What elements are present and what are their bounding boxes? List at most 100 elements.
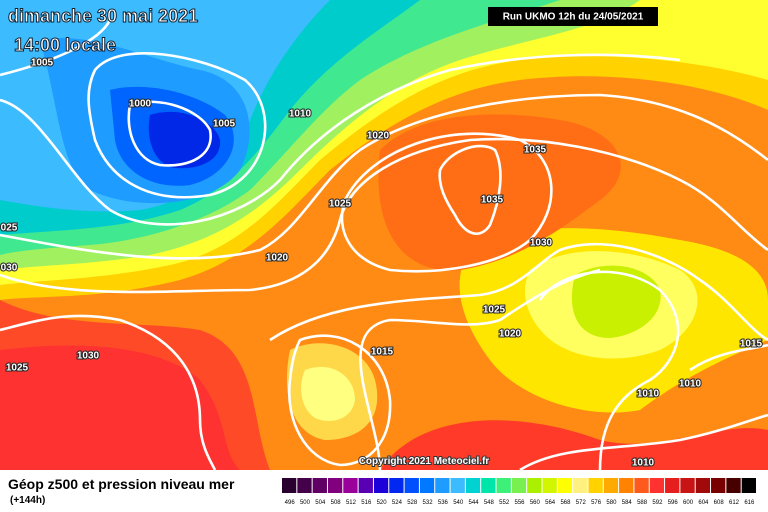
isobar-label: 1010: [632, 458, 655, 469]
colorbar-swatch: [450, 478, 465, 493]
colorbar-swatch: [435, 478, 450, 493]
isobar-label: 1005: [31, 58, 54, 69]
copyright: Copyright 2021 Meteociel.fr: [359, 456, 490, 467]
colorbar-swatch: [312, 478, 327, 493]
colorbar-label: 528: [407, 500, 418, 506]
colorbar-swatch: [603, 478, 619, 493]
colorbar-swatch: [465, 478, 481, 493]
colorbar-swatch: [297, 478, 312, 493]
colorbar-swatch: [373, 478, 389, 493]
colorbar-swatch: [649, 478, 665, 493]
field-shading: [0, 0, 768, 470]
colorbar-label: 568: [560, 500, 571, 506]
map-time: 14:00 locale: [14, 35, 116, 55]
colorbar-label: 532: [423, 500, 434, 506]
isobar: [359, 268, 601, 471]
shade: [301, 366, 355, 421]
isobar-label: 1010: [289, 109, 312, 120]
isobar-label: 1015: [371, 347, 394, 358]
isobar-label: 1025: [483, 305, 506, 316]
isobar-label: 1035: [481, 195, 504, 206]
isobar: [0, 137, 768, 294]
colorbar-swatch: [680, 478, 695, 493]
footer-lead: (+144h): [10, 495, 45, 506]
isobar: [0, 314, 217, 471]
isobar-labels: 1005 1000 1005 1010 1020 1025 1020 025 030 1030 10…: [0, 57, 764, 470]
colorbar-swatch: [695, 478, 711, 493]
isobar-label: 1005: [213, 119, 236, 130]
colorbar-swatch: [741, 478, 756, 493]
colorbar-label: 504: [315, 500, 326, 506]
isobar: [0, 19, 112, 77]
colorbar-swatch: [588, 478, 603, 493]
colorbar-label: 592: [652, 500, 663, 506]
colorbar-swatch: [511, 478, 527, 493]
colorbar-swatch: [542, 478, 557, 493]
isobar-label: 1010: [637, 389, 660, 400]
colorbar-label: 540: [453, 500, 464, 506]
colorbar-swatch: [327, 478, 343, 493]
isobars: [0, 19, 768, 472]
isobar-label: 1020: [499, 329, 522, 340]
run-label: Run UKMO 12h du 24/05/2021: [503, 12, 644, 23]
colorbar-label: 612: [729, 500, 740, 506]
colorbar-label: 580: [606, 500, 617, 506]
colorbar-label: 512: [346, 500, 357, 506]
colorbar-swatch: [419, 478, 435, 493]
map-date: dimanche 30 mai 2021: [8, 6, 198, 26]
shade: [380, 420, 768, 470]
colorbar-label: 596: [668, 500, 679, 506]
isobar-label: 1030: [530, 238, 553, 249]
colorbar-label: 500: [300, 500, 311, 506]
colorbar-label: 508: [331, 500, 342, 506]
isobar-label: 1000: [129, 99, 152, 110]
isobar: [0, 93, 768, 260]
colorbar-label: 588: [637, 500, 648, 506]
isobar: [340, 132, 553, 273]
isobar: [438, 144, 502, 235]
colorbar-label: 516: [361, 500, 372, 506]
colorbar-swatch: [481, 478, 496, 493]
isobar-label: 1030: [77, 351, 100, 362]
colorbar-swatch: [404, 478, 419, 493]
colorbar-label: 520: [377, 500, 388, 506]
colorbar-swatch: [496, 478, 511, 493]
isobar: [127, 100, 212, 167]
colorbar-label: 552: [499, 500, 510, 506]
colorbar-label: 544: [469, 500, 480, 506]
footer-title: Géop z500 et pression niveau mer: [8, 476, 235, 492]
colorbar-swatch: [527, 478, 542, 493]
colorbar-label: 576: [591, 500, 602, 506]
isobar: [269, 242, 768, 342]
colorbar-label: 616: [744, 500, 755, 506]
colorbar-swatch: [726, 478, 741, 493]
isobar: [519, 413, 768, 472]
colorbar-label: 524: [392, 500, 403, 506]
colorbar-label: 556: [514, 500, 525, 506]
run-box: [488, 7, 658, 26]
shade: [571, 265, 661, 338]
isobar: [689, 343, 768, 372]
colorbar-label: 608: [714, 500, 725, 506]
colorbar-label: 584: [622, 500, 633, 506]
colorbar-swatch: [282, 478, 297, 493]
colorbar-swatch: [711, 478, 726, 493]
isobar: [538, 270, 680, 471]
colorbar-swatch: [358, 478, 373, 493]
colorbar-label: 548: [484, 500, 495, 506]
colorbar-swatch: [343, 478, 358, 493]
isobar: [0, 53, 681, 226]
colorbar-swatch: [557, 478, 573, 493]
isobar-label: 025: [1, 223, 18, 234]
colorbar-label: 564: [545, 500, 556, 506]
isobar-label: 1025: [329, 199, 352, 210]
isobar: [287, 334, 392, 467]
isobar-label: 030: [1, 263, 18, 274]
colorbar: 496 500 504 508 512 516 520 524 528 532 536 540 544 5…: [282, 478, 756, 506]
colorbar-swatch: [389, 478, 404, 493]
isobar-label: 1035: [524, 145, 547, 156]
isobar-label: 1020: [367, 131, 390, 142]
isobar-label: 1020: [266, 253, 289, 264]
colorbar-swatch: [665, 478, 680, 493]
